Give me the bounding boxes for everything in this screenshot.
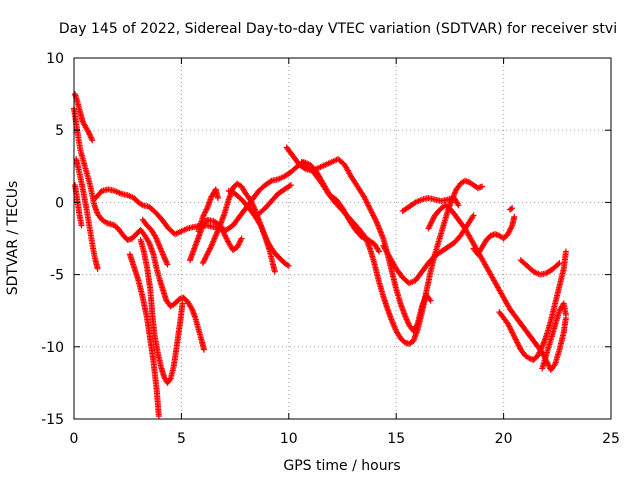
data-series <box>517 257 563 278</box>
data-point <box>555 261 562 268</box>
data-point <box>89 137 96 144</box>
data-point <box>509 205 516 212</box>
data-series <box>539 300 569 372</box>
data-point <box>267 178 274 185</box>
data-point <box>562 312 569 319</box>
data-series <box>73 156 101 272</box>
data-point <box>78 222 85 229</box>
y-tick-label: -5 <box>50 268 64 284</box>
data-series <box>496 248 569 363</box>
y-tick-label: -15 <box>41 412 64 428</box>
data-point <box>455 202 462 209</box>
y-tick-label: 0 <box>55 195 64 211</box>
data-series <box>255 182 294 217</box>
x-tick-label: 15 <box>387 431 405 447</box>
data-series <box>425 202 569 373</box>
data-series <box>186 216 245 264</box>
data-point <box>285 262 292 269</box>
data-series <box>72 91 96 144</box>
data-point <box>214 195 221 202</box>
data-point <box>562 248 569 255</box>
data-series <box>283 144 434 334</box>
data-point <box>556 260 563 267</box>
data-point <box>179 300 186 307</box>
data-series <box>225 187 278 275</box>
x-tick-label: 10 <box>280 431 298 447</box>
data-series <box>126 251 162 420</box>
data-point <box>287 182 294 189</box>
data-point <box>376 248 383 255</box>
y-axis-label: SDTVAR / TECUs <box>5 181 21 296</box>
data-series <box>507 205 516 213</box>
x-axis-label: GPS time / hours <box>283 458 400 474</box>
y-tick-label: 5 <box>55 123 64 139</box>
grid <box>74 58 611 419</box>
chart-title: Day 145 of 2022, Sidereal Day-to-day VTE… <box>59 21 617 37</box>
plot-frame <box>73 57 612 420</box>
data-series <box>195 186 221 235</box>
x-tick-label: 5 <box>177 431 186 447</box>
data-series <box>139 216 171 268</box>
data-point <box>155 413 162 420</box>
data-point <box>164 261 171 268</box>
y-tick-label: -10 <box>41 340 64 356</box>
x-tick-label: 0 <box>70 431 79 447</box>
data-point <box>479 183 486 190</box>
data-point <box>470 212 477 219</box>
axes: 0 5 10 15 20 25 -15 -10 -5 0 5 10 <box>41 51 620 447</box>
data-point <box>511 213 518 220</box>
data-point <box>286 182 293 189</box>
data-point <box>508 205 515 212</box>
data-point <box>238 235 245 242</box>
data-series <box>137 236 186 386</box>
data-series <box>470 213 518 258</box>
x-tick-label: 20 <box>495 431 513 447</box>
data-point <box>271 268 278 275</box>
data-series <box>71 105 207 353</box>
data-point <box>200 346 207 353</box>
x-tick-label: 25 <box>602 431 620 447</box>
data-series <box>380 212 477 287</box>
data-point <box>427 297 434 304</box>
data-marks <box>71 91 569 420</box>
y-tick-label: 10 <box>46 51 64 67</box>
data-series <box>399 195 462 215</box>
data-point <box>94 265 101 272</box>
